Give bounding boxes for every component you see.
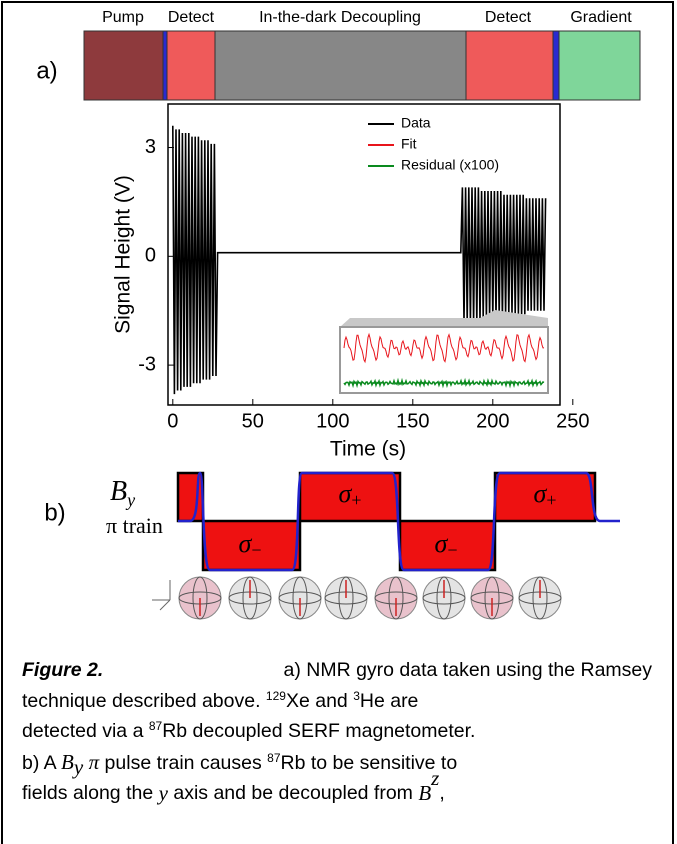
x-tick-label: 100: [316, 410, 349, 432]
pulse-high: [298, 471, 402, 523]
pulse-train: [176, 471, 597, 572]
math-sub: z: [431, 766, 440, 790]
isotope: 129: [265, 688, 286, 703]
sigma-plus: σ+: [534, 479, 557, 510]
x-tick-label: 250: [556, 410, 589, 432]
inset-residual: [343, 377, 545, 389]
caption-text: a) NMR gyro data taken using the Ramsey: [278, 659, 652, 681]
sigma-plus: σ+: [339, 479, 362, 510]
sigma: σ: [435, 529, 449, 558]
sphere-row: [152, 576, 562, 620]
inset-connector: [340, 310, 548, 327]
sphere-meridian: [192, 576, 208, 620]
phase-label: Gradient: [570, 9, 632, 26]
sphere-meridian: [436, 576, 452, 620]
caption-text: axis and be decoupled from: [167, 782, 419, 804]
sigma-minus: σ−: [435, 529, 458, 560]
sigma: σ: [339, 479, 353, 508]
sigma: σ: [534, 479, 548, 508]
detect-block: [465, 30, 554, 101]
sign: −: [251, 540, 261, 560]
timing-bar: [83, 30, 641, 101]
train-label: π train: [106, 513, 163, 538]
x-axis-title: Time (s): [330, 438, 406, 461]
dark-block: [214, 30, 467, 101]
math-sub: y: [73, 754, 84, 779]
sphere-meridian: [532, 576, 548, 620]
phase-label: Detect: [168, 9, 215, 26]
caption-text: Rb decoupled SERF magnetometer.: [162, 720, 476, 742]
sphere-meridian: [484, 576, 500, 620]
sign: +: [546, 490, 556, 510]
x-tick-label: 0: [167, 410, 178, 432]
pulse-trace: [178, 471, 620, 572]
isotope: 87: [267, 750, 281, 765]
pulse: [162, 30, 168, 101]
caption-text: ,: [439, 782, 445, 804]
caption-text: Xe and: [285, 689, 354, 712]
caption-label: Figure 2.: [22, 655, 103, 686]
caption-line: detected via a 87Rb decoupled SERF magne…: [22, 716, 652, 747]
caption-text: He are: [359, 689, 419, 712]
caption-line: technique described above. 129Xe and 3He…: [22, 686, 652, 717]
sphere-meridian: [292, 576, 308, 620]
panel-label: b): [44, 499, 65, 526]
math: B: [61, 749, 74, 774]
sigma: σ: [239, 529, 253, 558]
x-tick-label: 200: [476, 410, 509, 432]
isotope: 87: [148, 719, 163, 733]
caption-text: Rb to be sensitive to: [280, 751, 458, 774]
legend-label: Residual (x100): [401, 157, 499, 173]
sphere-meridian: [242, 576, 258, 620]
x-tick-label: 50: [242, 410, 264, 432]
field: B: [110, 476, 127, 507]
caption-line: Figure 2. a) NMR gyro data taken using t…: [22, 655, 652, 686]
sphere-meridian: [338, 576, 354, 620]
legend-label: Fit: [401, 136, 417, 152]
legend-label: Data: [401, 115, 431, 131]
sigma-minus: σ−: [239, 529, 262, 560]
pump-block: [83, 30, 164, 101]
math: B: [418, 781, 432, 805]
gradient-block: [558, 30, 641, 101]
caption-line: b) A By π pulse train causes 87Rb to be …: [22, 747, 652, 779]
caption-text: detected via a: [22, 720, 149, 742]
math: y: [158, 781, 168, 805]
caption-line: fields along the y axis and be decoupled…: [22, 766, 652, 809]
panel-label: a): [36, 57, 57, 84]
inset: [339, 310, 549, 394]
field-sub: y: [125, 490, 135, 510]
y-axis-title: Signal Height (V): [112, 175, 135, 334]
plot-frame: [167, 103, 561, 406]
sphere-meridian: [388, 576, 404, 620]
pulse: [552, 30, 560, 101]
y-tick-label: 3: [145, 136, 156, 158]
detect-block: [166, 30, 216, 101]
caption-text: fields along the: [22, 782, 159, 804]
figure-number: Figure 2.: [22, 659, 104, 681]
inset-fit: [343, 332, 544, 364]
caption-text: pulse train causes: [99, 751, 268, 774]
isotope: 3: [353, 688, 360, 703]
phase-label: In-the-dark Decoupling: [259, 9, 421, 26]
sign: +: [351, 490, 361, 510]
phase-label: Pump: [102, 9, 144, 26]
caption-text: b) A: [22, 751, 62, 774]
chart: 0 50 100 150 200 250 -3 0 3 Time (s) Signal Height…: [112, 103, 589, 461]
phase-label: Detect: [485, 9, 532, 26]
sign: −: [447, 540, 457, 560]
x-tick-label: 150: [396, 410, 429, 432]
y-tick-label: 0: [145, 245, 156, 267]
pulse-low: [201, 519, 302, 572]
math: π: [88, 749, 100, 774]
caption: Figure 2. a) NMR gyro data taken using t…: [22, 655, 652, 809]
field-symbol: By: [110, 476, 135, 510]
y-tick-label: -3: [138, 353, 156, 375]
caption-text: technique described above.: [22, 689, 266, 712]
axes-icon: [152, 580, 171, 611]
